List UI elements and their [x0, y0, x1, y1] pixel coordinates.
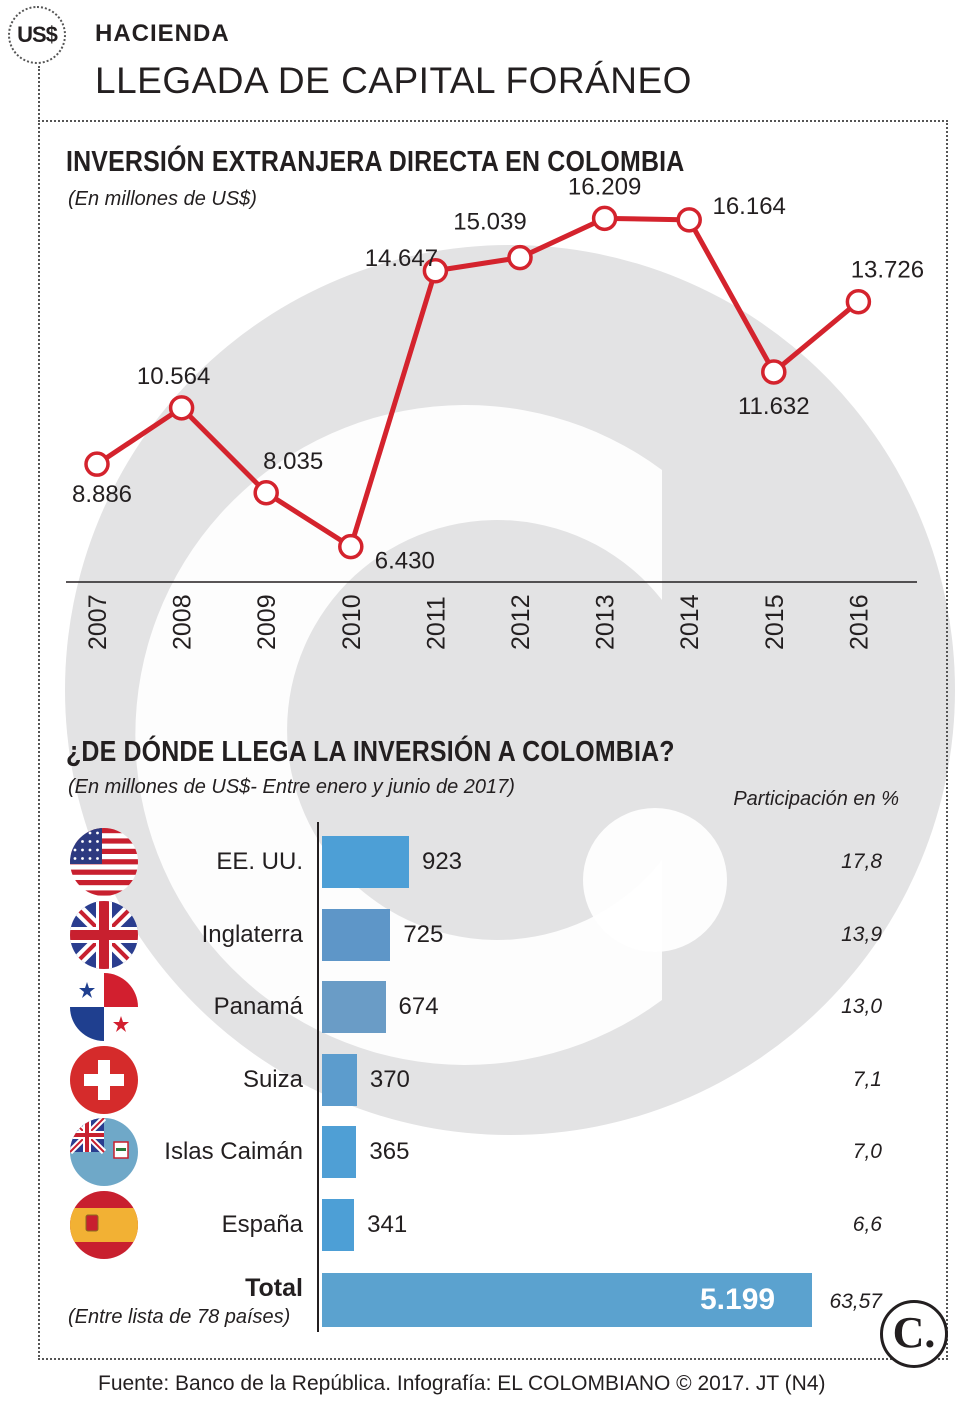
bar-Panamá: [322, 981, 386, 1033]
x-tick-2015: 2015: [761, 594, 789, 650]
x-tick-2016: 2016: [845, 594, 873, 650]
usa-flag-icon: [70, 828, 138, 896]
total-percent: 63,57: [829, 1290, 882, 1313]
bar-Islas Caimán: [322, 1126, 357, 1178]
bar-value-label: 370: [369, 1065, 410, 1093]
data-label-2015: 11.632: [738, 393, 810, 420]
percent-label: 6,6: [852, 1212, 882, 1236]
bar-value-label: 725: [403, 920, 444, 948]
spain-flag-icon: [70, 1190, 138, 1259]
percent-label: 13,0: [841, 995, 882, 1018]
participation-header: Participación en %: [733, 788, 899, 810]
bar-EE. UU.: [322, 836, 409, 888]
data-label-2014: 16.164: [712, 193, 785, 220]
cayman-islands-flag-icon: [70, 1118, 138, 1186]
uk-flag-icon: [70, 900, 138, 969]
x-tick-2011: 2011: [422, 596, 450, 650]
data-point-2013: [591, 205, 618, 232]
percent-label: 17,8: [841, 850, 882, 873]
data-point-2009: [253, 480, 279, 506]
x-tick-2012: 2012: [507, 594, 535, 650]
x-tick-2014: 2014: [676, 594, 704, 650]
data-point-2016: [845, 288, 872, 315]
line-chart-subtitle: (En millones de US$): [68, 188, 257, 210]
data-label-2010: 6.430: [375, 548, 435, 575]
bar-Suiza: [322, 1053, 357, 1106]
category-label: Suiza: [242, 1065, 303, 1093]
total-sublabel: (Entre lista de 78 países): [68, 1306, 291, 1328]
x-tick-2010: 2010: [338, 594, 366, 650]
data-label-2007: 8.886: [72, 481, 132, 508]
source-credit: Fuente: Banco de la República. Infografí…: [98, 1372, 826, 1395]
bar-value-label: 674: [398, 993, 439, 1020]
bar-value-label: 923: [421, 848, 463, 875]
bar-Inglaterra: [322, 908, 391, 961]
x-tick-2009: 2009: [253, 594, 281, 650]
x-tick-2013: 2013: [592, 594, 620, 650]
category-label: España: [221, 1210, 303, 1238]
data-point-2015: [761, 359, 787, 385]
data-label-2009: 8.035: [263, 448, 323, 475]
data-point-2007: [84, 451, 110, 477]
switzerland-flag-icon: [70, 1045, 138, 1114]
category-label: Inglaterra: [201, 920, 303, 948]
bar-chart-subtitle: (En millones de US$- Entre enero y junio…: [68, 776, 515, 798]
data-label-2012: 15.039: [453, 209, 526, 236]
data-label-2008: 10.564: [137, 363, 210, 390]
data-label-2011: 14.647: [365, 245, 438, 272]
x-tick-2007: 2007: [84, 594, 112, 650]
total-value: 5.199: [700, 1283, 776, 1316]
bar-chart-title: ¿DE DÓNDE LLEGA LA INVERSIÓN A COLOMBIA?: [66, 736, 675, 768]
bar-value-label: 341: [367, 1210, 408, 1238]
total-bar: [322, 1273, 812, 1327]
section-title: HACIENDA: [95, 20, 230, 47]
x-tick-2008: 2008: [169, 594, 197, 650]
currency-badge: US$: [8, 6, 66, 64]
total-label: Total: [245, 1274, 303, 1302]
panama-flag-icon: [70, 973, 138, 1041]
dotted-frame: [38, 120, 948, 1360]
line-chart: 8.886 2007 10.564 2008 8.035 2009 6.430 2010 14.…: [66, 173, 924, 650]
category-label: Panamá: [213, 993, 303, 1020]
data-label-2013: 16.209: [568, 173, 641, 200]
data-point-2014: [676, 207, 702, 233]
data-point-2010: [338, 533, 364, 560]
data-point-2012: [507, 244, 533, 271]
percent-label: 7,0: [852, 1140, 882, 1163]
el-colombiano-logo: C.: [880, 1300, 948, 1368]
data-point-2011: [422, 258, 449, 284]
percent-label: 13,9: [841, 922, 882, 946]
percent-label: 7,1: [852, 1067, 882, 1091]
bar-value-label: 365: [369, 1138, 410, 1165]
bar-axis: [317, 822, 319, 1332]
dotted-connector: [38, 66, 40, 122]
category-label: Islas Caimán: [164, 1138, 303, 1165]
bar-España: [322, 1198, 355, 1251]
category-label: EE. UU.: [216, 848, 303, 875]
line-chart-title: INVERSIÓN EXTRANJERA DIRECTA EN COLOMBIA: [66, 146, 685, 178]
data-point-2008: [168, 395, 195, 421]
headline: LLEGADA DE CAPITAL FORÁNEO: [95, 60, 692, 101]
series-line: [95, 215, 860, 550]
data-label-2016: 13.726: [851, 257, 924, 284]
